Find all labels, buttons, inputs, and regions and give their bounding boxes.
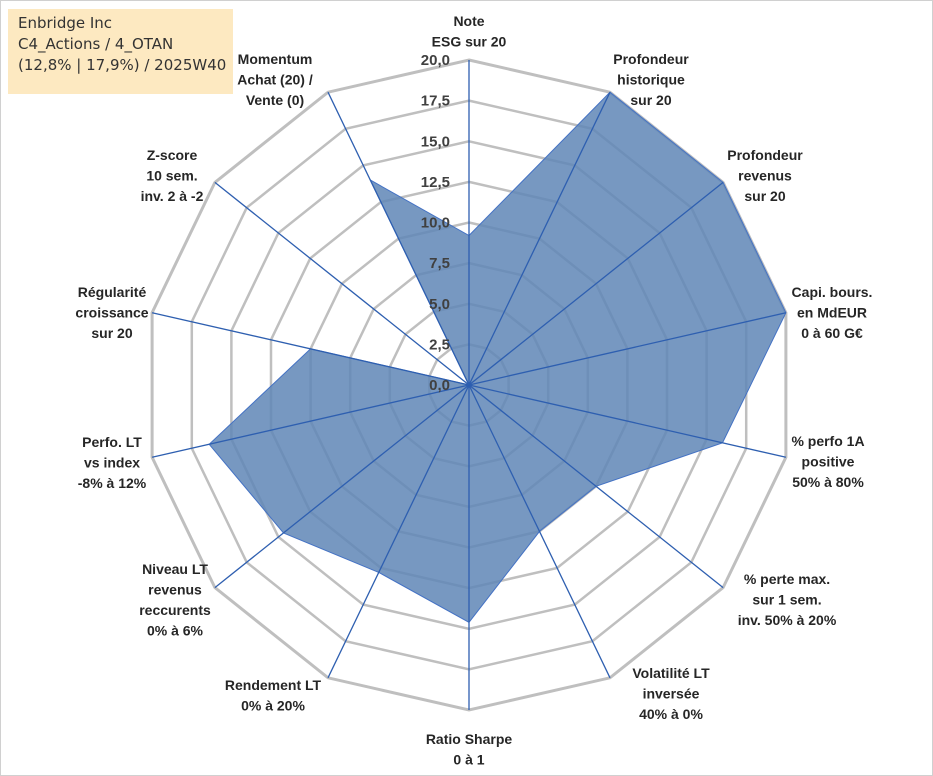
axis-label: % perfo 1A positive 50% à 80%: [791, 433, 864, 490]
axis-label-line: historique: [617, 72, 685, 88]
axis-spoke: [327, 384, 470, 679]
axis-spoke: [468, 384, 611, 679]
axis-label-line: Régularité: [78, 284, 147, 300]
axis-label-line: revenus: [738, 168, 792, 184]
axis-label: Rendement LT 0% à 20%: [225, 677, 322, 714]
info-box: Enbridge Inc C4_Actions / 4_OTAN (12,8% …: [8, 9, 233, 94]
axis-label-line: Rendement LT: [225, 677, 322, 693]
axis-label-line: sur 20: [630, 92, 671, 108]
tick-label: 15,0: [421, 133, 450, 150]
axis-label-line: ESG sur 20: [432, 34, 507, 50]
axis-spoke: [214, 384, 470, 589]
axis-label-line: Niveau LT: [142, 561, 208, 577]
axis-label-line: Capi. bours.: [792, 284, 873, 300]
axis-spoke: [468, 181, 724, 386]
info-performance-week: (12,8% | 17,9%) / 2025W40: [18, 56, 227, 74]
axis-label: Capi. bours. en MdEUR 0 à 60 G€: [792, 284, 873, 341]
axis-label: Profondeur revenus sur 20: [727, 147, 803, 204]
axis-label-line: Note: [453, 13, 484, 29]
axis-label-line: revenus: [148, 582, 202, 598]
axis-label-line: Profondeur: [613, 51, 689, 67]
tick-label: 20,0: [421, 52, 450, 69]
axis-label-line: vs index: [84, 455, 140, 471]
radar-axis-labels: Note ESG sur 20 Profondeur historique sur 20…: [75, 13, 872, 768]
axis-label-line: Perfo. LT: [82, 434, 142, 450]
axis-label-line: sur 20: [91, 325, 132, 341]
axis-label-line: 0% à 20%: [241, 698, 305, 714]
axis-label-line: sur 1 sem.: [752, 592, 821, 608]
axis-label-line: -8% à 12%: [78, 475, 147, 491]
tick-label: 0,0: [429, 377, 450, 394]
axis-label: Volatilité LT inversée 40% à 0%: [632, 665, 710, 722]
axis-label-line: Ratio Sharpe: [426, 731, 513, 747]
tick-label: 5,0: [429, 296, 450, 313]
axis-label-line: 40% à 0%: [639, 706, 703, 722]
axis-spoke: [151, 384, 470, 458]
axis-label-line: Volatilité LT: [632, 665, 710, 681]
axis-label-line: Achat (20) /: [237, 72, 313, 88]
axis-label-line: inv. 50% à 20%: [738, 612, 837, 628]
axis-label-line: reccurents: [139, 602, 211, 618]
axis-label-line: Profondeur: [727, 147, 803, 163]
axis-label: Momentum Achat (20) / Vente (0): [237, 51, 313, 108]
axis-label-line: croissance: [75, 305, 148, 321]
tick-label: 10,0: [421, 215, 450, 232]
tick-label: 17,5: [421, 93, 450, 110]
axis-spoke: [468, 384, 724, 589]
radar-tick-labels: 0,0 2,5 5,0 7,5 10,0 12,5 15,0 17,5 20,0: [421, 52, 450, 394]
axis-label-line: sur 20: [744, 188, 785, 204]
axis-label: Z-score 10 sem. inv. 2 à -2: [141, 147, 204, 204]
tick-label: 7,5: [429, 255, 450, 272]
axis-label: Régularité croissance sur 20: [75, 284, 148, 341]
radar-spokes: [151, 60, 787, 710]
info-company-name: Enbridge Inc: [18, 14, 113, 32]
axis-label: Niveau LT revenus reccurents 0% à 6%: [139, 561, 211, 639]
axis-label-line: Vente (0): [246, 92, 304, 108]
tick-label: 2,5: [429, 336, 450, 353]
axis-label: Profondeur historique sur 20: [613, 51, 689, 108]
axis-spoke: [468, 312, 787, 386]
axis-label-line: Momentum: [238, 51, 313, 67]
axis-label: % perte max. sur 1 sem. inv. 50% à 20%: [738, 571, 837, 628]
axis-spoke: [327, 91, 470, 386]
axis-spoke: [151, 312, 470, 386]
axis-label-line: inv. 2 à -2: [141, 188, 204, 204]
axis-label-line: % perte max.: [744, 571, 830, 587]
axis-label-line: 0 à 1: [453, 752, 484, 768]
axis-label-line: 10 sem.: [146, 168, 197, 184]
axis-label: Perfo. LT vs index -8% à 12%: [78, 434, 147, 491]
axis-spoke: [468, 384, 787, 458]
axis-label-line: 0 à 60 G€: [801, 325, 863, 341]
axis-label-line: en MdEUR: [797, 305, 867, 321]
axis-label-line: inversée: [643, 686, 700, 702]
axis-spoke: [214, 181, 470, 386]
axis-label-line: 0% à 6%: [147, 623, 204, 639]
axis-label-line: 50% à 80%: [792, 474, 864, 490]
axis-label: Ratio Sharpe 0 à 1: [426, 731, 513, 768]
axis-label-line: % perfo 1A: [791, 433, 864, 449]
info-portfolio: C4_Actions / 4_OTAN: [18, 35, 174, 53]
axis-label-line: positive: [802, 454, 855, 470]
axis-spoke: [468, 91, 611, 386]
tick-label: 12,5: [421, 174, 450, 191]
axis-label-line: Z-score: [147, 147, 198, 163]
axis-label: Note ESG sur 20: [432, 13, 507, 50]
